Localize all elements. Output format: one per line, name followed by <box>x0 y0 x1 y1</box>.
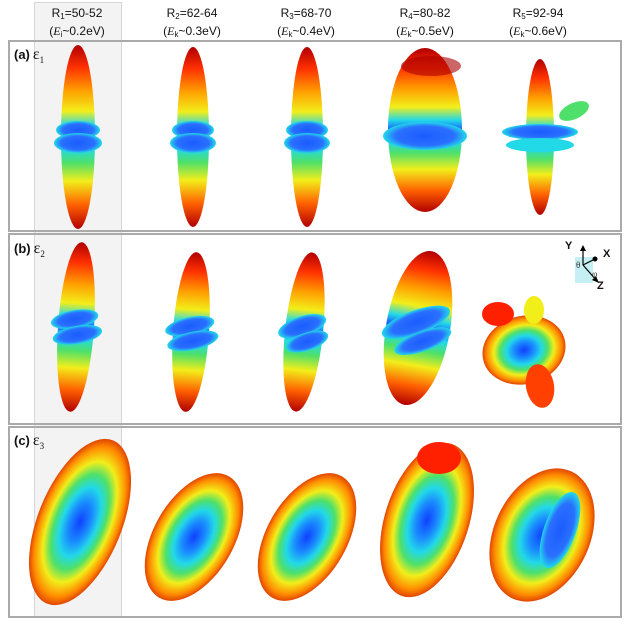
axis-x-label: X <box>603 248 611 260</box>
y-axis-arrow <box>580 245 586 251</box>
orbital-a-2 <box>170 47 216 227</box>
panel-c <box>8 426 622 618</box>
orbital-a-4 <box>383 48 467 212</box>
column-header-1: R1=50-52 (Ei~0.2eV) <box>49 6 105 39</box>
x-axis-dot <box>592 256 598 262</box>
orbital-c-3 <box>257 473 357 601</box>
orbital-a-3 <box>284 47 330 227</box>
orbital-b-3 <box>278 252 329 412</box>
orbital-b-1 <box>50 242 103 412</box>
orbital-c-1 <box>28 438 132 606</box>
z-axis-arrow <box>592 276 599 283</box>
orbital-b-2 <box>165 252 219 412</box>
panel-b-label: (b) ε2 <box>14 240 45 260</box>
orbital-a-1 <box>54 45 102 229</box>
panel-a <box>8 40 622 232</box>
column-header-5: R5=92-94 (Ek~0.6eV) <box>509 6 567 39</box>
panel-b <box>8 233 622 425</box>
orbital-c-4 <box>380 442 474 598</box>
orbital-c-2 <box>144 473 244 601</box>
axis-plane <box>575 257 593 283</box>
axis-theta-label: θ <box>576 260 581 270</box>
axis-phi-label: φ <box>592 269 598 279</box>
axis-y-label: Y <box>565 240 573 252</box>
orbital-b-5 <box>482 296 566 408</box>
orbital-a-5 <box>502 59 589 215</box>
orbital-b-4 <box>381 250 453 406</box>
column-header-2: R2=62-64 (Ek~0.3eV) <box>163 6 221 39</box>
column-header-4: R4=80-82 (Ek~0.5eV) <box>396 6 454 39</box>
axis-indicator <box>575 245 599 283</box>
orbital-c-5 <box>489 468 595 602</box>
panel-c-label: (c) ε3 <box>14 432 45 452</box>
panel-a-label: (a) ε1 <box>14 46 45 66</box>
axis-z-label: Z <box>597 280 604 292</box>
column-header-3: R3=68-70 (Ek~0.4eV) <box>277 6 335 39</box>
